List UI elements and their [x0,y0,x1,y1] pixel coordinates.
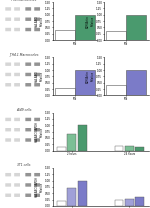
FancyBboxPatch shape [34,62,40,66]
FancyBboxPatch shape [34,73,40,76]
FancyBboxPatch shape [34,7,40,11]
FancyBboxPatch shape [25,173,31,176]
Y-axis label: HLA-ABC/
Relative: HLA-ABC/ Relative [35,15,44,27]
Bar [106,85,126,95]
Bar [55,30,75,40]
FancyBboxPatch shape [34,173,40,176]
Text: JTH4.1 Macrosceles: JTH4.1 Macrosceles [9,53,39,57]
FancyBboxPatch shape [5,193,11,197]
Bar [115,146,123,151]
FancyBboxPatch shape [5,128,11,131]
Bar [78,181,87,206]
FancyBboxPatch shape [34,17,40,21]
FancyBboxPatch shape [25,118,31,121]
Bar [75,70,95,95]
FancyBboxPatch shape [25,28,31,31]
FancyBboxPatch shape [5,7,11,11]
Bar [106,31,126,40]
Bar [115,200,123,206]
FancyBboxPatch shape [14,118,20,121]
Y-axis label: HLA-ABC/GAPDH
Relative: HLA-ABC/GAPDH Relative [35,121,44,142]
FancyBboxPatch shape [34,28,40,31]
Bar [57,201,66,206]
FancyBboxPatch shape [34,138,40,142]
Bar [135,147,144,151]
FancyBboxPatch shape [25,193,31,197]
Text: T98 Macrosceles: T98 Macrosceles [11,0,36,2]
Bar [125,199,134,206]
FancyBboxPatch shape [14,28,20,31]
FancyBboxPatch shape [5,183,11,187]
Y-axis label: HLA-ABC/
Relative: HLA-ABC/ Relative [35,70,44,82]
FancyBboxPatch shape [14,193,20,197]
Text: A549 cells: A549 cells [16,108,32,112]
Bar [68,134,76,151]
Bar [126,70,147,95]
FancyBboxPatch shape [25,138,31,142]
FancyBboxPatch shape [5,83,11,87]
FancyBboxPatch shape [5,118,11,121]
FancyBboxPatch shape [5,17,11,21]
FancyBboxPatch shape [25,83,31,87]
FancyBboxPatch shape [25,183,31,187]
FancyBboxPatch shape [34,183,40,187]
FancyBboxPatch shape [14,183,20,187]
Bar [126,15,147,40]
Bar [57,147,66,151]
FancyBboxPatch shape [14,7,20,11]
Y-axis label: B2M/Actin
Relative: B2M/Actin Relative [86,15,95,28]
FancyBboxPatch shape [14,128,20,131]
Bar [125,146,134,151]
FancyBboxPatch shape [14,62,20,66]
FancyBboxPatch shape [14,17,20,21]
FancyBboxPatch shape [25,7,31,11]
Bar [55,88,75,95]
Text: 3T1 cells: 3T1 cells [17,163,30,167]
FancyBboxPatch shape [14,83,20,87]
FancyBboxPatch shape [34,83,40,87]
FancyBboxPatch shape [34,128,40,131]
FancyBboxPatch shape [5,28,11,31]
FancyBboxPatch shape [34,118,40,121]
Bar [135,197,144,206]
FancyBboxPatch shape [14,73,20,76]
FancyBboxPatch shape [5,73,11,76]
FancyBboxPatch shape [34,193,40,197]
FancyBboxPatch shape [5,138,11,142]
FancyBboxPatch shape [25,62,31,66]
Bar [78,125,87,151]
Bar [75,15,95,40]
FancyBboxPatch shape [5,62,11,66]
Y-axis label: B2M/Actin
Relative: B2M/Actin Relative [86,70,95,83]
Y-axis label: HLA-ABC/GAPDH
Relative: HLA-ABC/GAPDH Relative [35,176,44,197]
FancyBboxPatch shape [25,17,31,21]
Bar [68,188,76,206]
FancyBboxPatch shape [14,138,20,142]
FancyBboxPatch shape [25,128,31,131]
FancyBboxPatch shape [14,173,20,176]
FancyBboxPatch shape [5,173,11,176]
FancyBboxPatch shape [25,73,31,76]
